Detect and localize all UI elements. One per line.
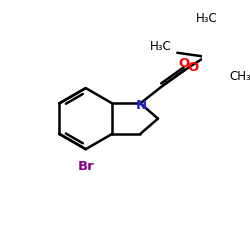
Text: O: O	[188, 61, 199, 74]
Text: H₃C: H₃C	[196, 12, 218, 25]
Text: H₃C: H₃C	[150, 40, 172, 53]
Text: N: N	[136, 99, 147, 112]
Text: O: O	[178, 58, 189, 70]
Text: Br: Br	[77, 160, 94, 173]
Text: CH₃: CH₃	[229, 70, 250, 83]
